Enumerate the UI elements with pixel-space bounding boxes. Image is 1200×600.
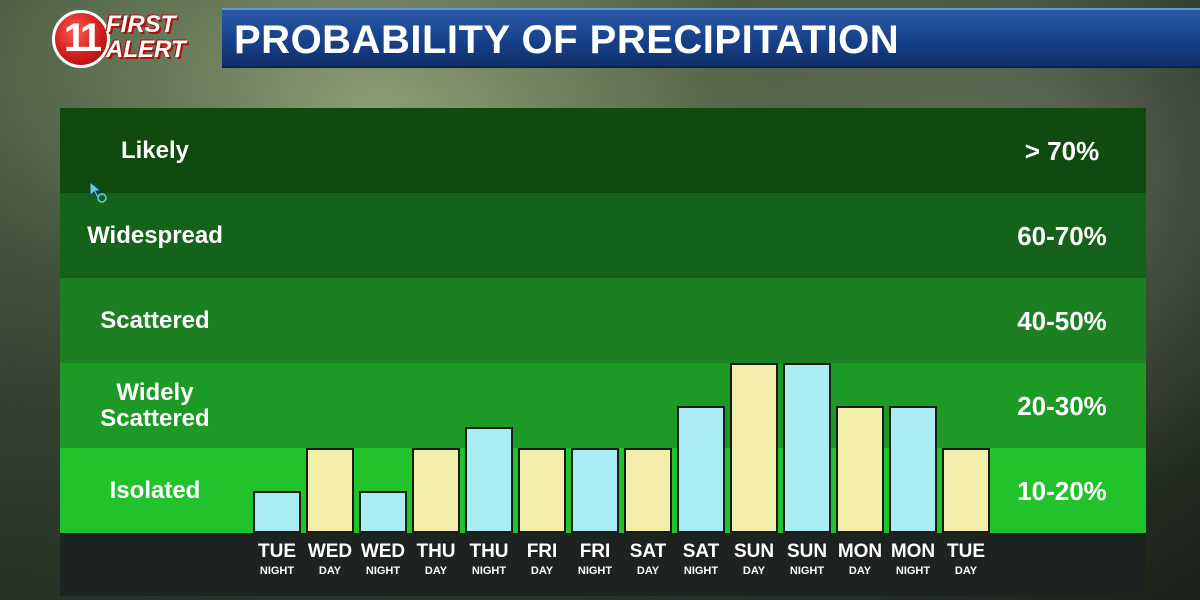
x-tick-label: SUN NIGHT [781, 541, 833, 578]
page-title: PROBABILITY OF PRECIPITATION [234, 18, 900, 62]
logo-circle [52, 10, 110, 68]
band-range: 20-30% [1017, 391, 1107, 421]
x-tick-period: NIGHT [471, 565, 507, 577]
band-range: 10-20% [1017, 476, 1107, 506]
bar-sun-day [730, 363, 778, 533]
x-tick-label: TUE DAY [940, 541, 992, 578]
x-axis: TUE NIGHT WED DAY WED NIGHT THU DAY THU NIGHT FRI D… [60, 533, 1146, 596]
band-likely: Likely > 70% [60, 108, 1146, 193]
logo-first-text: FIRST [106, 11, 176, 38]
band-range: 40-50% [1017, 306, 1107, 336]
x-tick-day: SUN [733, 541, 775, 562]
x-tick-period: DAY [530, 565, 554, 577]
x-tick-label: THU DAY [410, 541, 462, 578]
x-tick-period: DAY [954, 565, 978, 577]
band-label: Widespread [87, 222, 223, 249]
x-tick-day: THU [469, 541, 509, 562]
x-tick-label: MON NIGHT [887, 541, 939, 578]
x-tick-period: DAY [742, 565, 766, 577]
bar-tue-night [253, 490, 301, 533]
bar-fri-night [571, 448, 619, 533]
x-tick-period: NIGHT [365, 565, 401, 577]
bar-thu-night [465, 426, 513, 533]
x-tick-day: MON [837, 541, 883, 562]
logo-alert-text: ALERT [106, 36, 186, 63]
precip-chart: Likely > 70% Widespread 60-70% Scattered 40-5… [60, 108, 1146, 596]
bar-sat-day [624, 448, 672, 533]
x-tick-day: FRI [579, 541, 611, 562]
bar-thu-day [412, 448, 460, 533]
x-tick-label: TUE NIGHT [251, 541, 303, 578]
x-tick-day: TUE [947, 541, 985, 562]
x-tick-period: NIGHT [683, 565, 719, 577]
x-tick-day: SAT [682, 541, 720, 562]
x-tick-label: WED NIGHT [357, 541, 409, 578]
x-tick-label: SAT NIGHT [675, 541, 727, 578]
x-tick-label: SUN DAY [728, 541, 780, 578]
x-tick-label: FRI DAY [516, 541, 568, 578]
band-label: Isolated [109, 477, 201, 504]
x-tick-label: SAT DAY [622, 541, 674, 578]
bar-sat-night [677, 405, 725, 533]
bar-wed-night [359, 490, 407, 533]
x-tick-period: NIGHT [577, 565, 613, 577]
bar-mon-day [836, 405, 884, 533]
first-alert-logo: 11 FIRST ALERT [52, 10, 222, 68]
band-range: > 70% [1024, 136, 1100, 166]
band-range: 60-70% [1017, 221, 1107, 251]
x-tick-period: DAY [848, 565, 872, 577]
x-tick-day: TUE [258, 541, 296, 562]
band-scattered: Scattered 40-50% [60, 278, 1146, 363]
x-tick-day: THU [416, 541, 456, 562]
bar-wed-day [306, 448, 354, 533]
bar-mon-night [889, 405, 937, 533]
x-tick-label: MON DAY [834, 541, 886, 578]
bar-fri-day [518, 448, 566, 533]
x-tick-day: FRI [526, 541, 558, 562]
x-tick-day: SAT [629, 541, 667, 562]
band-widespread: Widespread 60-70% [60, 193, 1146, 278]
x-tick-label: WED DAY [304, 541, 356, 578]
bar-sun-night [783, 363, 831, 533]
x-tick-period: NIGHT [895, 565, 931, 577]
x-tick-day: SUN [786, 541, 828, 562]
bar-tue-day [942, 448, 990, 533]
x-tick-period: NIGHT [259, 565, 295, 577]
mouse-cursor-icon [89, 180, 107, 203]
x-tick-day: WED [360, 541, 406, 562]
x-tick-label: THU NIGHT [463, 541, 515, 578]
x-tick-day: WED [307, 541, 353, 562]
band-label: Widely Scattered [100, 379, 210, 432]
band-label: Scattered [100, 307, 210, 334]
x-tick-period: DAY [636, 565, 660, 577]
x-tick-period: DAY [424, 565, 448, 577]
x-tick-period: NIGHT [789, 565, 825, 577]
band-widely-scattered: Widely Scattered 20-30% [60, 363, 1146, 448]
x-tick-day: MON [890, 541, 936, 562]
x-tick-period: DAY [318, 565, 342, 577]
logo-number: 11 [63, 16, 102, 60]
title-bar: PROBABILITY OF PRECIPITATION [222, 8, 1200, 68]
band-label: Likely [120, 137, 190, 164]
x-tick-label: FRI NIGHT [569, 541, 621, 578]
